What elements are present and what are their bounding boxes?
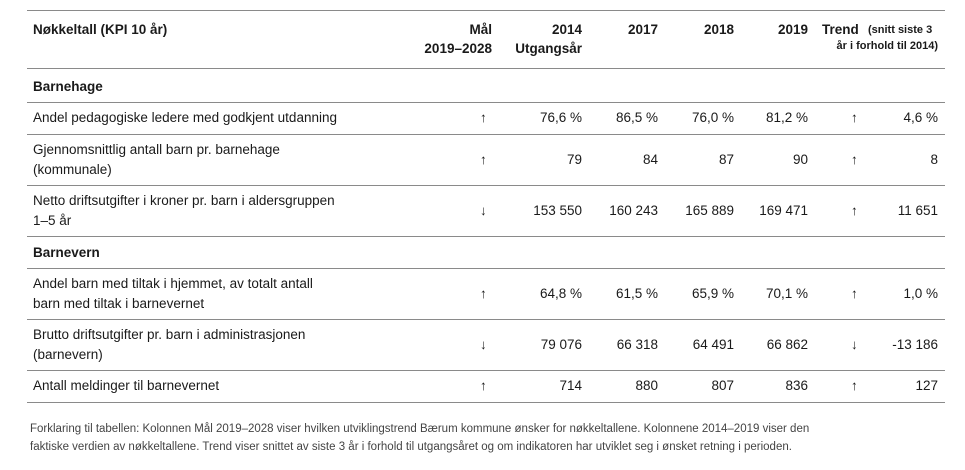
header-trend-note: år i forhold til 2014) [836,40,938,52]
value: 61,5 % [615,285,658,301]
trend-value: 127 [915,378,938,393]
header-trend: Trend [822,22,859,37]
value: 84 [642,151,658,167]
value: 76,6 % [539,110,582,125]
trend-arrow: ↑ [851,110,858,125]
trend-value: 11 651 [897,202,938,218]
goal-arrow: ↑ [480,378,487,393]
row-label: Andel pedagogiske ledere med godkjent ut… [33,110,337,125]
goal-arrow: ↑ [480,151,487,167]
rule [27,68,945,69]
trend-value: 4,6 % [903,110,938,125]
value: 880 [635,378,658,393]
row-label: Gjennomsnittlig antall barn pr. barnehag… [33,141,280,157]
goal-arrow: ↓ [480,202,487,218]
rule [27,102,945,103]
rule [27,10,945,11]
rule [27,370,945,371]
value: 165 889 [685,202,734,218]
value: 169 471 [759,202,808,218]
row-label: barn med tiltak i barnevernet [33,295,205,311]
trend-value: 1,0 % [903,285,938,301]
rule [27,185,945,186]
header-trend-note: (snitt siste 3 [868,24,933,36]
trend-value: 8 [930,151,938,167]
rule [27,134,945,135]
rule [27,402,945,403]
trend-arrow: ↑ [851,202,858,218]
row-label: (barnevern) [33,346,103,362]
trend-arrow: ↑ [851,285,858,301]
header-year: 2019 [777,22,808,37]
row-label: Andel barn med tiltak i hjemmet, av tota… [33,275,313,291]
value: 76,0 % [691,110,734,125]
goal-arrow: ↑ [480,110,487,125]
trend-arrow: ↓ [851,336,858,352]
section-title: Barnehage [33,79,103,94]
rule [27,319,945,320]
value: 79 [566,151,582,167]
value: 70,1 % [765,285,808,301]
value: 153 550 [533,202,582,218]
header-indicator: Nøkkeltall (KPI 10 år) [33,22,168,37]
header-goal: 2019–2028 [424,41,492,56]
footnote: Forklaring til tabellen: Kolonnen Mål 20… [30,423,810,435]
value: 79 076 [540,336,582,352]
value: 81,2 % [765,110,808,125]
header-year: 2017 [627,22,658,37]
header-goal: Mål [469,22,492,37]
rule [27,236,945,237]
value: 64 491 [692,336,734,352]
value: 714 [559,378,582,393]
value: 160 243 [609,202,658,218]
value: 65,9 % [691,285,734,301]
goal-arrow: ↓ [480,336,487,352]
header-year: 2014 [551,22,582,37]
trend-value: -13 186 [892,336,938,352]
value: 87 [718,151,734,167]
row-label: Antall meldinger til barnevernet [33,378,220,393]
row-label: (kommunale) [33,161,112,177]
goal-arrow: ↑ [480,285,487,301]
trend-arrow: ↑ [851,378,858,393]
value: 66 318 [616,336,658,352]
value: 64,8 % [539,285,582,301]
rule [27,268,945,269]
value: 836 [785,378,808,393]
value: 86,5 % [615,110,658,125]
section-title: Barnevern [33,245,100,260]
value: 90 [792,151,808,167]
footnote: faktiske verdien av nøkkeltallene. Trend… [30,441,792,453]
header-year: 2018 [703,22,734,37]
value: 66 862 [766,336,808,352]
value: 807 [711,378,734,393]
row-label: Brutto driftsutgifter pr. barn i adminis… [33,326,306,342]
header-year: Utgangsår [515,41,582,56]
trend-arrow: ↑ [851,151,858,167]
row-label: Netto driftsutgifter i kroner pr. barn i… [33,192,335,208]
row-label: 1–5 år [33,212,72,228]
